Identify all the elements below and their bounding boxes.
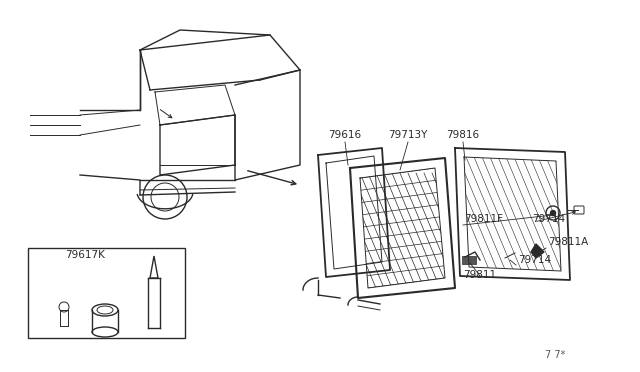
Text: 79617K: 79617K <box>65 250 105 260</box>
Text: 7 7*: 7 7* <box>545 350 565 360</box>
Text: 79714: 79714 <box>532 214 565 224</box>
Bar <box>28 248 185 338</box>
Text: 79816: 79816 <box>447 130 479 140</box>
Text: 79713Y: 79713Y <box>388 130 428 140</box>
Text: 79811: 79811 <box>463 270 497 280</box>
Circle shape <box>550 211 556 215</box>
Text: 79616: 79616 <box>328 130 362 140</box>
Polygon shape <box>531 244 544 258</box>
Text: 79811F: 79811F <box>464 214 503 224</box>
Text: 79714: 79714 <box>518 255 551 265</box>
Bar <box>462 256 476 264</box>
Text: 79811A: 79811A <box>548 237 588 247</box>
